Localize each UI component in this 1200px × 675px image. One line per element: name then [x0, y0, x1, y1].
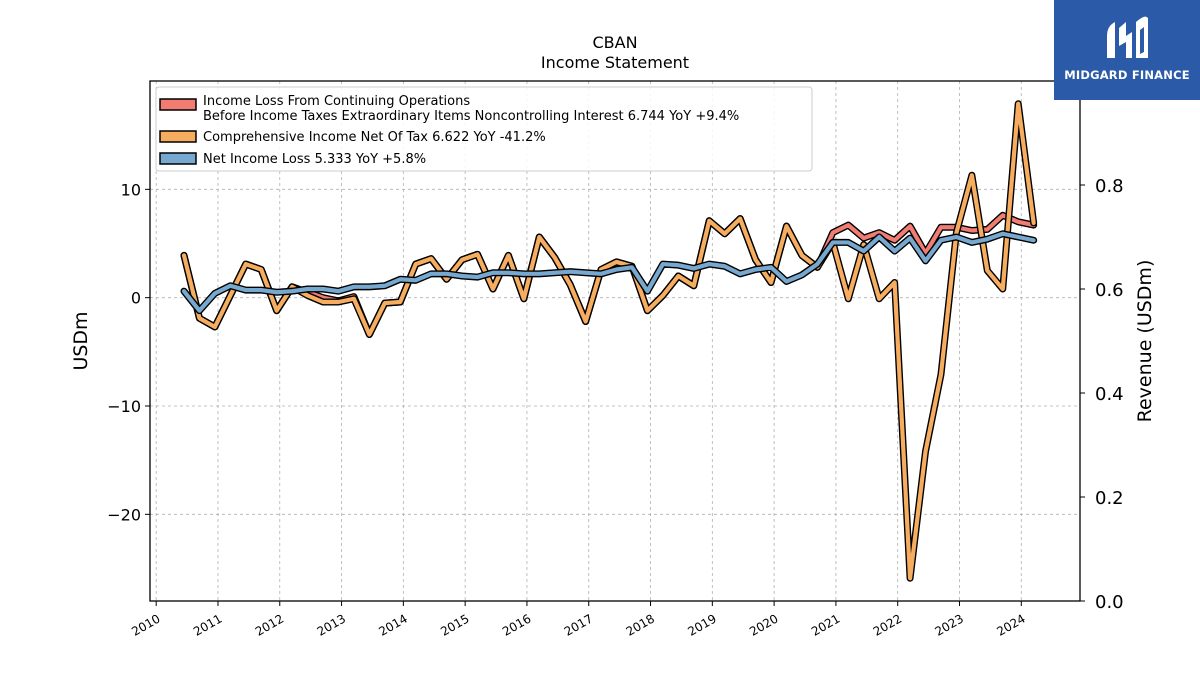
- company-logo: MIDGARD FINANCE: [1054, 0, 1200, 100]
- legend-label-3: Net Income Loss 5.333 YoY +5.8%: [203, 152, 426, 167]
- x-tick-label: 2019: [685, 611, 718, 638]
- x-tick-label: 2016: [500, 611, 533, 638]
- series-line-3: [181, 231, 1036, 313]
- x-tick-label: 2013: [315, 611, 348, 638]
- x-tick-label: 2012: [253, 611, 286, 638]
- logo-text: MIDGARD FINANCE: [1064, 68, 1190, 82]
- y-tick-label-left: 0: [131, 289, 141, 308]
- x-tick-label: 2022: [871, 611, 904, 638]
- y-tick-label-right: 0.0: [1095, 592, 1124, 613]
- legend: Income Loss From Continuing OperationsBe…: [155, 86, 813, 172]
- legend-label-2: Comprehensive Income Net Of Tax 6.622 Yo…: [203, 130, 546, 145]
- legend-box: [155, 86, 813, 172]
- legend-label-1: Income Loss From Continuing Operations: [203, 94, 470, 109]
- series-lines: [180, 100, 1038, 582]
- y-axis-label-right: Revenue (USDm): [1134, 260, 1156, 423]
- series-line-2: [181, 101, 1036, 581]
- logo-mark-icon: [1107, 16, 1148, 59]
- x-tick-label: 2015: [438, 611, 471, 638]
- legend-swatch-3: [159, 152, 197, 165]
- y-axis-label-left: USDm: [70, 311, 92, 370]
- y-tick-label-left: −20: [107, 505, 141, 524]
- y-tick-label-right: 0.6: [1095, 280, 1124, 301]
- chart-title: CBAN: [592, 33, 637, 52]
- legend-label-1: Before Income Taxes Extraordinary Items …: [203, 109, 739, 124]
- legend-swatch-2: [159, 130, 197, 143]
- y-tick-label-right: 0.2: [1095, 488, 1124, 509]
- x-tick-label: 2018: [624, 611, 657, 638]
- x-tick-label: 2010: [129, 611, 162, 638]
- x-tick-label: 2011: [191, 611, 224, 638]
- x-tick-label: 2021: [809, 611, 842, 638]
- x-tick-label: 2023: [933, 611, 966, 638]
- chart-subtitle: Income Statement: [541, 53, 689, 72]
- legend-swatch-1: [159, 98, 197, 111]
- y-tick-label-left: 10: [121, 180, 141, 199]
- x-tick-label: 2017: [562, 611, 595, 638]
- x-tick-label: 2024: [994, 611, 1027, 638]
- y-tick-label-right: 0.4: [1095, 384, 1124, 405]
- x-tick-label: 2020: [747, 611, 780, 638]
- x-tick-label: 2014: [376, 611, 409, 638]
- y-tick-label-left: −10: [107, 397, 141, 416]
- y-tick-label-right: 0.8: [1095, 176, 1124, 197]
- plot-frame: [149, 80, 1081, 602]
